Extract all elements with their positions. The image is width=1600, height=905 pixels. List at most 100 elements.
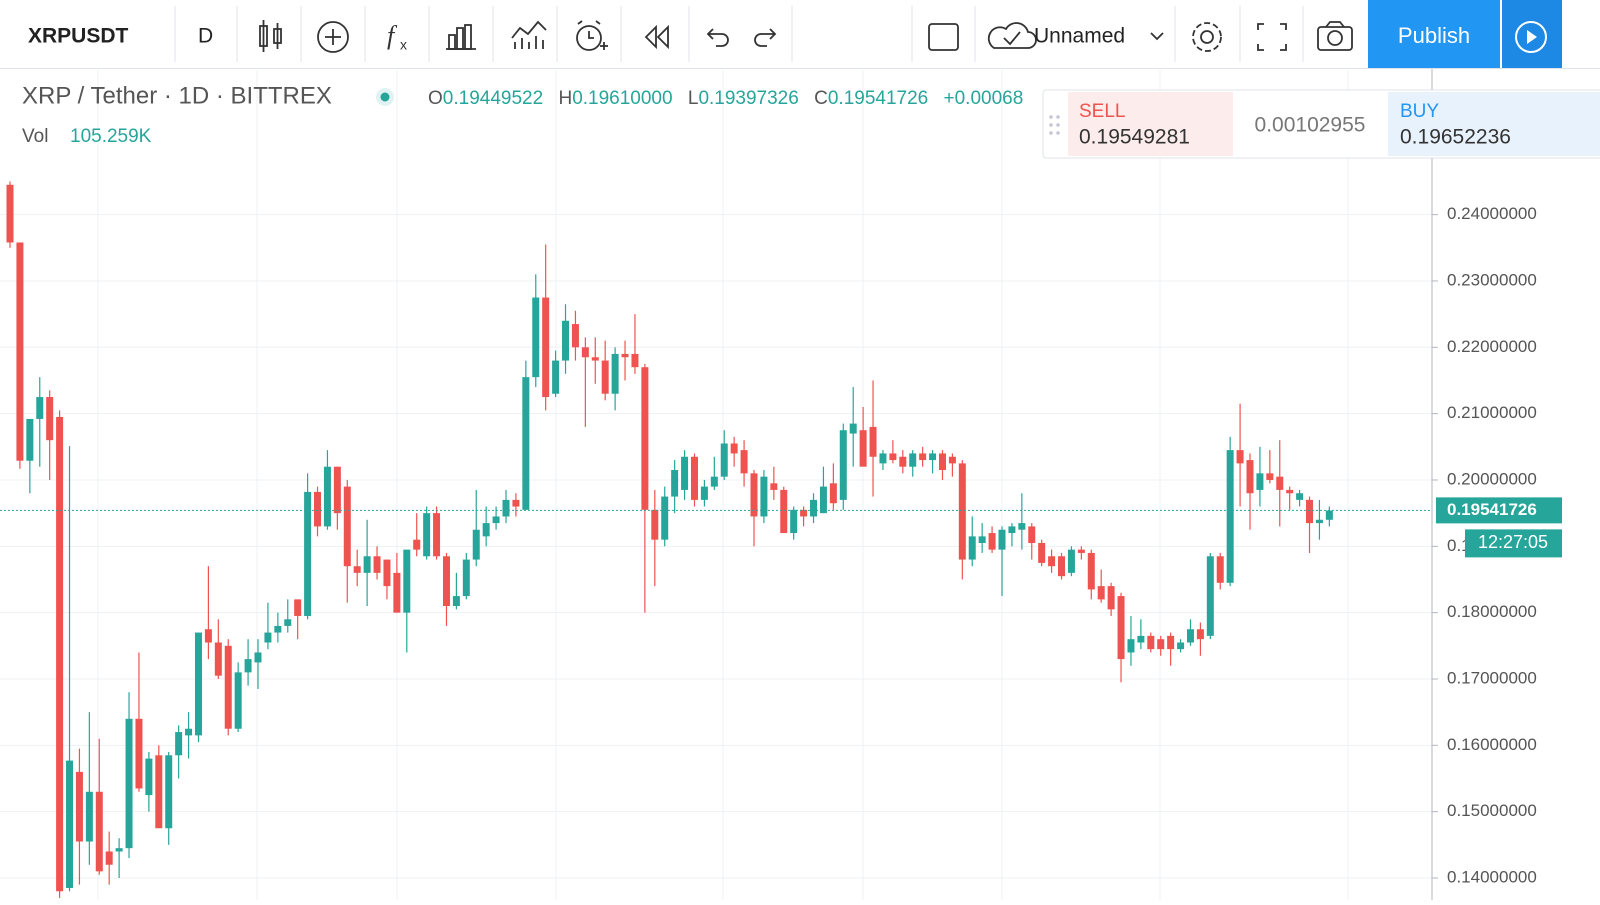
l-value: 0.19397326	[698, 88, 798, 109]
candle-body	[958, 463, 966, 560]
sell-button[interactable]	[1068, 92, 1233, 156]
replay-button[interactable]	[644, 24, 669, 50]
candle-body	[472, 529, 480, 560]
candle-type-button[interactable]	[259, 20, 282, 52]
candle-body	[343, 486, 351, 567]
candle-body	[363, 556, 371, 573]
candle-body	[125, 718, 133, 849]
candle-body	[1216, 556, 1224, 583]
stream-icon	[1515, 21, 1547, 53]
symbol-title: XRP / Tether · 1D · BITTREX	[22, 82, 332, 109]
y-tick-label: 0.23000000	[1447, 270, 1537, 289]
redo-button[interactable]	[754, 28, 777, 47]
countdown-tag	[1465, 529, 1562, 558]
candle-body	[1256, 473, 1264, 490]
candle-body	[244, 659, 252, 673]
candle-body	[1038, 542, 1046, 563]
candle-body	[552, 360, 560, 394]
candle-body	[1286, 489, 1294, 494]
c-value: 0.19541726	[828, 88, 928, 109]
compare-chart-button[interactable]	[511, 20, 547, 49]
candle-body	[621, 353, 629, 358]
candle-body	[1028, 526, 1036, 543]
candle-body	[284, 619, 292, 626]
layout-name[interactable]: Unnamed	[1034, 25, 1125, 48]
candle-body	[542, 297, 550, 398]
undo-button[interactable]	[706, 28, 729, 47]
candle-body	[641, 367, 649, 510]
candle-body	[859, 430, 867, 467]
svg-text:f: f	[387, 21, 398, 50]
candle-body	[403, 549, 411, 613]
templates-button[interactable]	[446, 24, 476, 50]
candle-body	[1246, 460, 1254, 494]
candle-body	[819, 486, 827, 514]
candle-body	[671, 470, 679, 497]
y-tick-label: 0.20000000	[1447, 469, 1537, 488]
candle-body	[135, 718, 143, 789]
candle-body	[968, 536, 976, 560]
status-dot	[380, 92, 390, 102]
candle-body	[780, 489, 788, 534]
candle-body	[571, 324, 579, 348]
snapshot-button[interactable]	[1317, 21, 1353, 51]
h-value: 0.19610000	[572, 88, 672, 109]
candle-body	[700, 486, 708, 500]
candle-body	[145, 758, 153, 796]
candle-body	[770, 483, 778, 490]
candle-body	[1137, 635, 1145, 643]
last-price-tag	[1436, 497, 1562, 524]
candle-body	[581, 347, 589, 358]
candle-body	[1236, 450, 1244, 464]
candle-body	[522, 377, 530, 510]
spread: 0.00102955	[1255, 114, 1366, 137]
publish-label[interactable]: Publish	[1398, 23, 1470, 48]
c-label: C	[814, 88, 828, 109]
candle-body	[175, 732, 183, 756]
candle-body	[730, 443, 738, 454]
fullscreen-button[interactable]	[1257, 23, 1287, 51]
candle-body	[760, 476, 768, 517]
settings-button[interactable]	[1192, 22, 1222, 52]
buy-button[interactable]	[1388, 92, 1600, 156]
candle-body	[1306, 499, 1314, 524]
interval[interactable]: D	[198, 25, 213, 48]
sell-price[interactable]: 0.19549281	[1079, 126, 1190, 149]
candle-body	[1315, 519, 1323, 524]
compare-button[interactable]	[317, 21, 349, 53]
trade-panel: SELL 0.19549281 0.00102955 BUY 0.1965223…	[1042, 89, 1600, 159]
candle-body	[681, 456, 689, 490]
candle-body	[1018, 523, 1026, 530]
publish-button[interactable]	[1368, 0, 1500, 68]
candle-body	[1167, 635, 1175, 650]
last-price-label: 0.19541726	[1447, 500, 1537, 519]
sell-label[interactable]: SELL	[1079, 101, 1125, 122]
vol-label: Vol	[22, 126, 48, 147]
candle-body	[978, 536, 986, 543]
layout-button[interactable]: Unnamed	[987, 22, 1164, 49]
candle-body	[46, 397, 54, 441]
candle-body	[224, 645, 232, 729]
candle-body	[1077, 549, 1085, 553]
candle-body	[1276, 476, 1284, 490]
candle-body	[740, 450, 748, 474]
candle-body	[423, 513, 431, 557]
fullscreen-toggle[interactable]	[928, 23, 959, 51]
buy-price[interactable]: 0.19652236	[1400, 126, 1511, 149]
symbol[interactable]: XRPUSDT	[28, 25, 129, 48]
candle-body	[333, 466, 341, 514]
grid	[0, 70, 1432, 900]
candle-body	[155, 755, 163, 829]
candles	[0, 181, 1432, 898]
candle-body	[1127, 639, 1135, 653]
y-tick-label: 0.22000000	[1447, 337, 1537, 356]
candle-body	[1097, 586, 1105, 600]
drag-handle[interactable]	[1049, 115, 1060, 135]
candle-body	[948, 456, 956, 464]
buy-label[interactable]: BUY	[1400, 101, 1439, 122]
y-tick-label: 0.14000000	[1447, 867, 1537, 886]
alert-button[interactable]	[576, 20, 608, 51]
candle-body	[998, 529, 1006, 550]
